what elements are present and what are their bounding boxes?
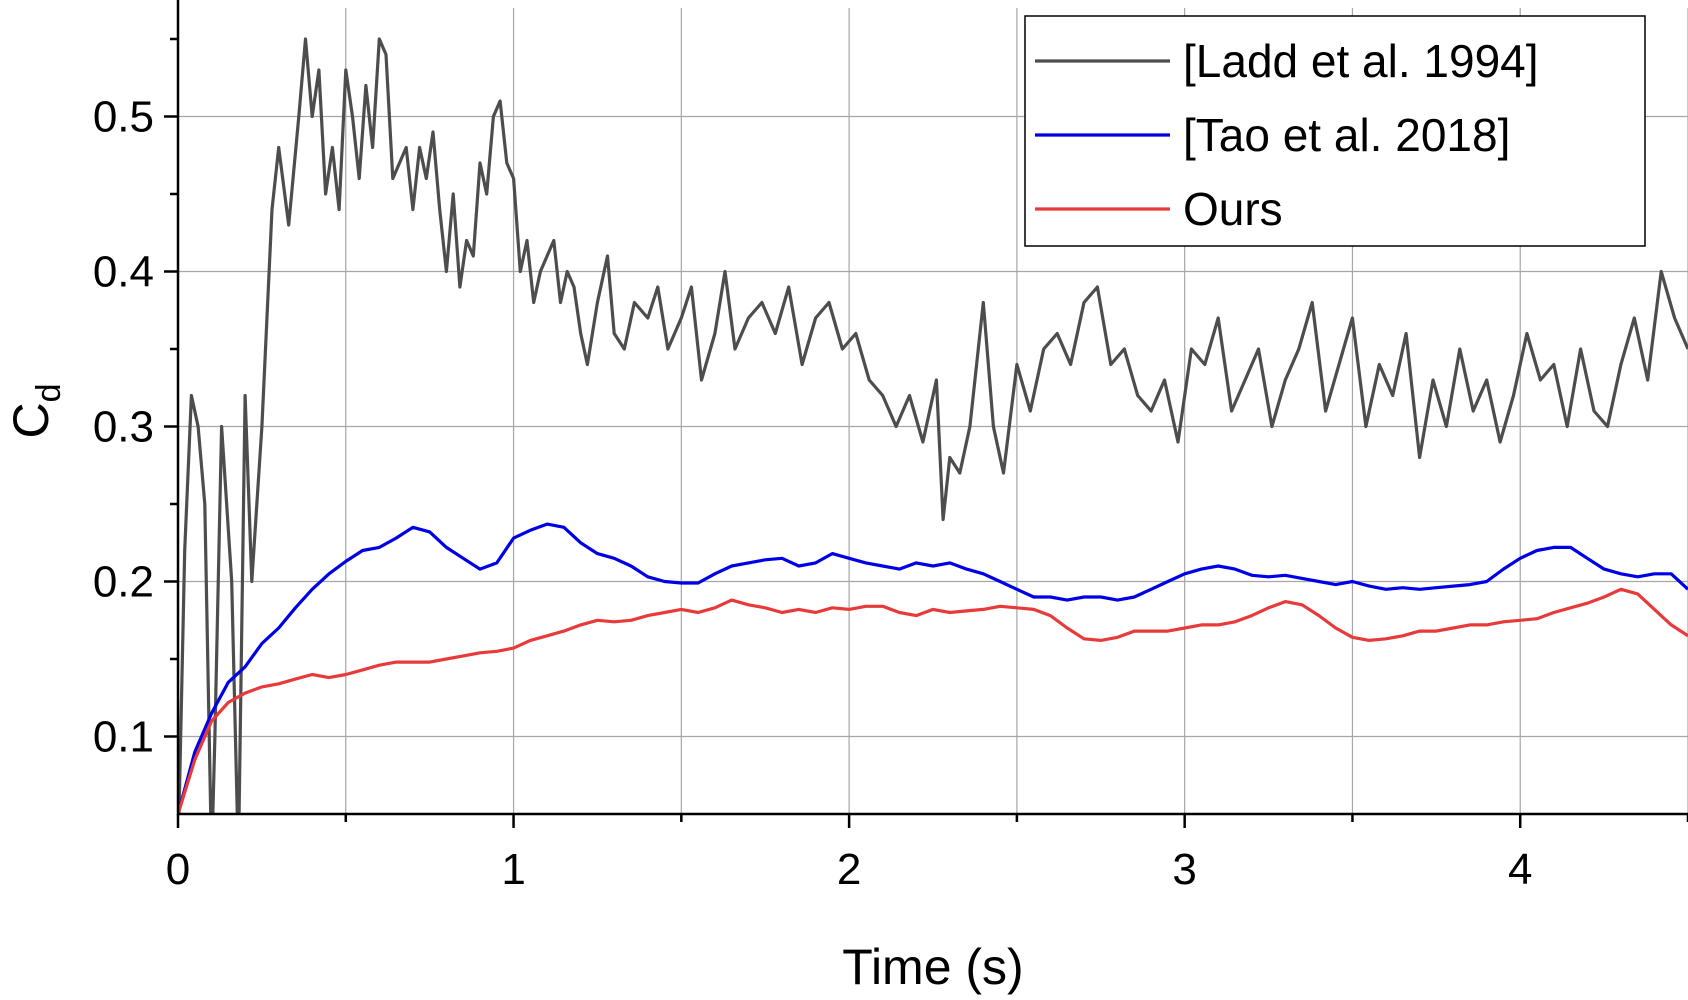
- x-tick-label: 3: [1172, 845, 1196, 894]
- y-tick-label: 0.4: [93, 248, 154, 297]
- y-tick-label: 0.2: [93, 558, 154, 607]
- y-tick-label: 0.1: [93, 713, 154, 762]
- legend: [Ladd et al. 1994] [Tao et al. 2018] Ours: [1024, 15, 1646, 247]
- y-tick-label: 0.3: [93, 403, 154, 452]
- legend-label-1: [Ladd et al. 1994]: [1183, 35, 1539, 87]
- x-tick-label: 4: [1508, 845, 1532, 894]
- legend-label-3: Ours: [1183, 183, 1283, 235]
- y-axis-title-main: C: [3, 402, 59, 438]
- series-line-3: [178, 587, 1688, 814]
- y-tick-label: 0.5: [93, 93, 154, 142]
- x-tick-label: 1: [501, 845, 525, 894]
- x-tick-label: 0: [166, 845, 190, 894]
- legend-label-2: [Tao et al. 2018]: [1183, 109, 1510, 161]
- series-line-2: [178, 522, 1688, 814]
- x-tick-label: 2: [837, 845, 861, 894]
- tick-labels: 0 1 2 3 4 0.1 0.2 0.3 0.4 0.5: [93, 93, 1533, 895]
- series-line-1: [178, 37, 1688, 814]
- x-axis-title: Time (s): [842, 939, 1023, 995]
- series-layer: [178, 37, 1688, 814]
- y-axis-title: Cd: [3, 383, 68, 438]
- axes: [164, 0, 1688, 828]
- y-axis-title-subscript: d: [30, 383, 68, 402]
